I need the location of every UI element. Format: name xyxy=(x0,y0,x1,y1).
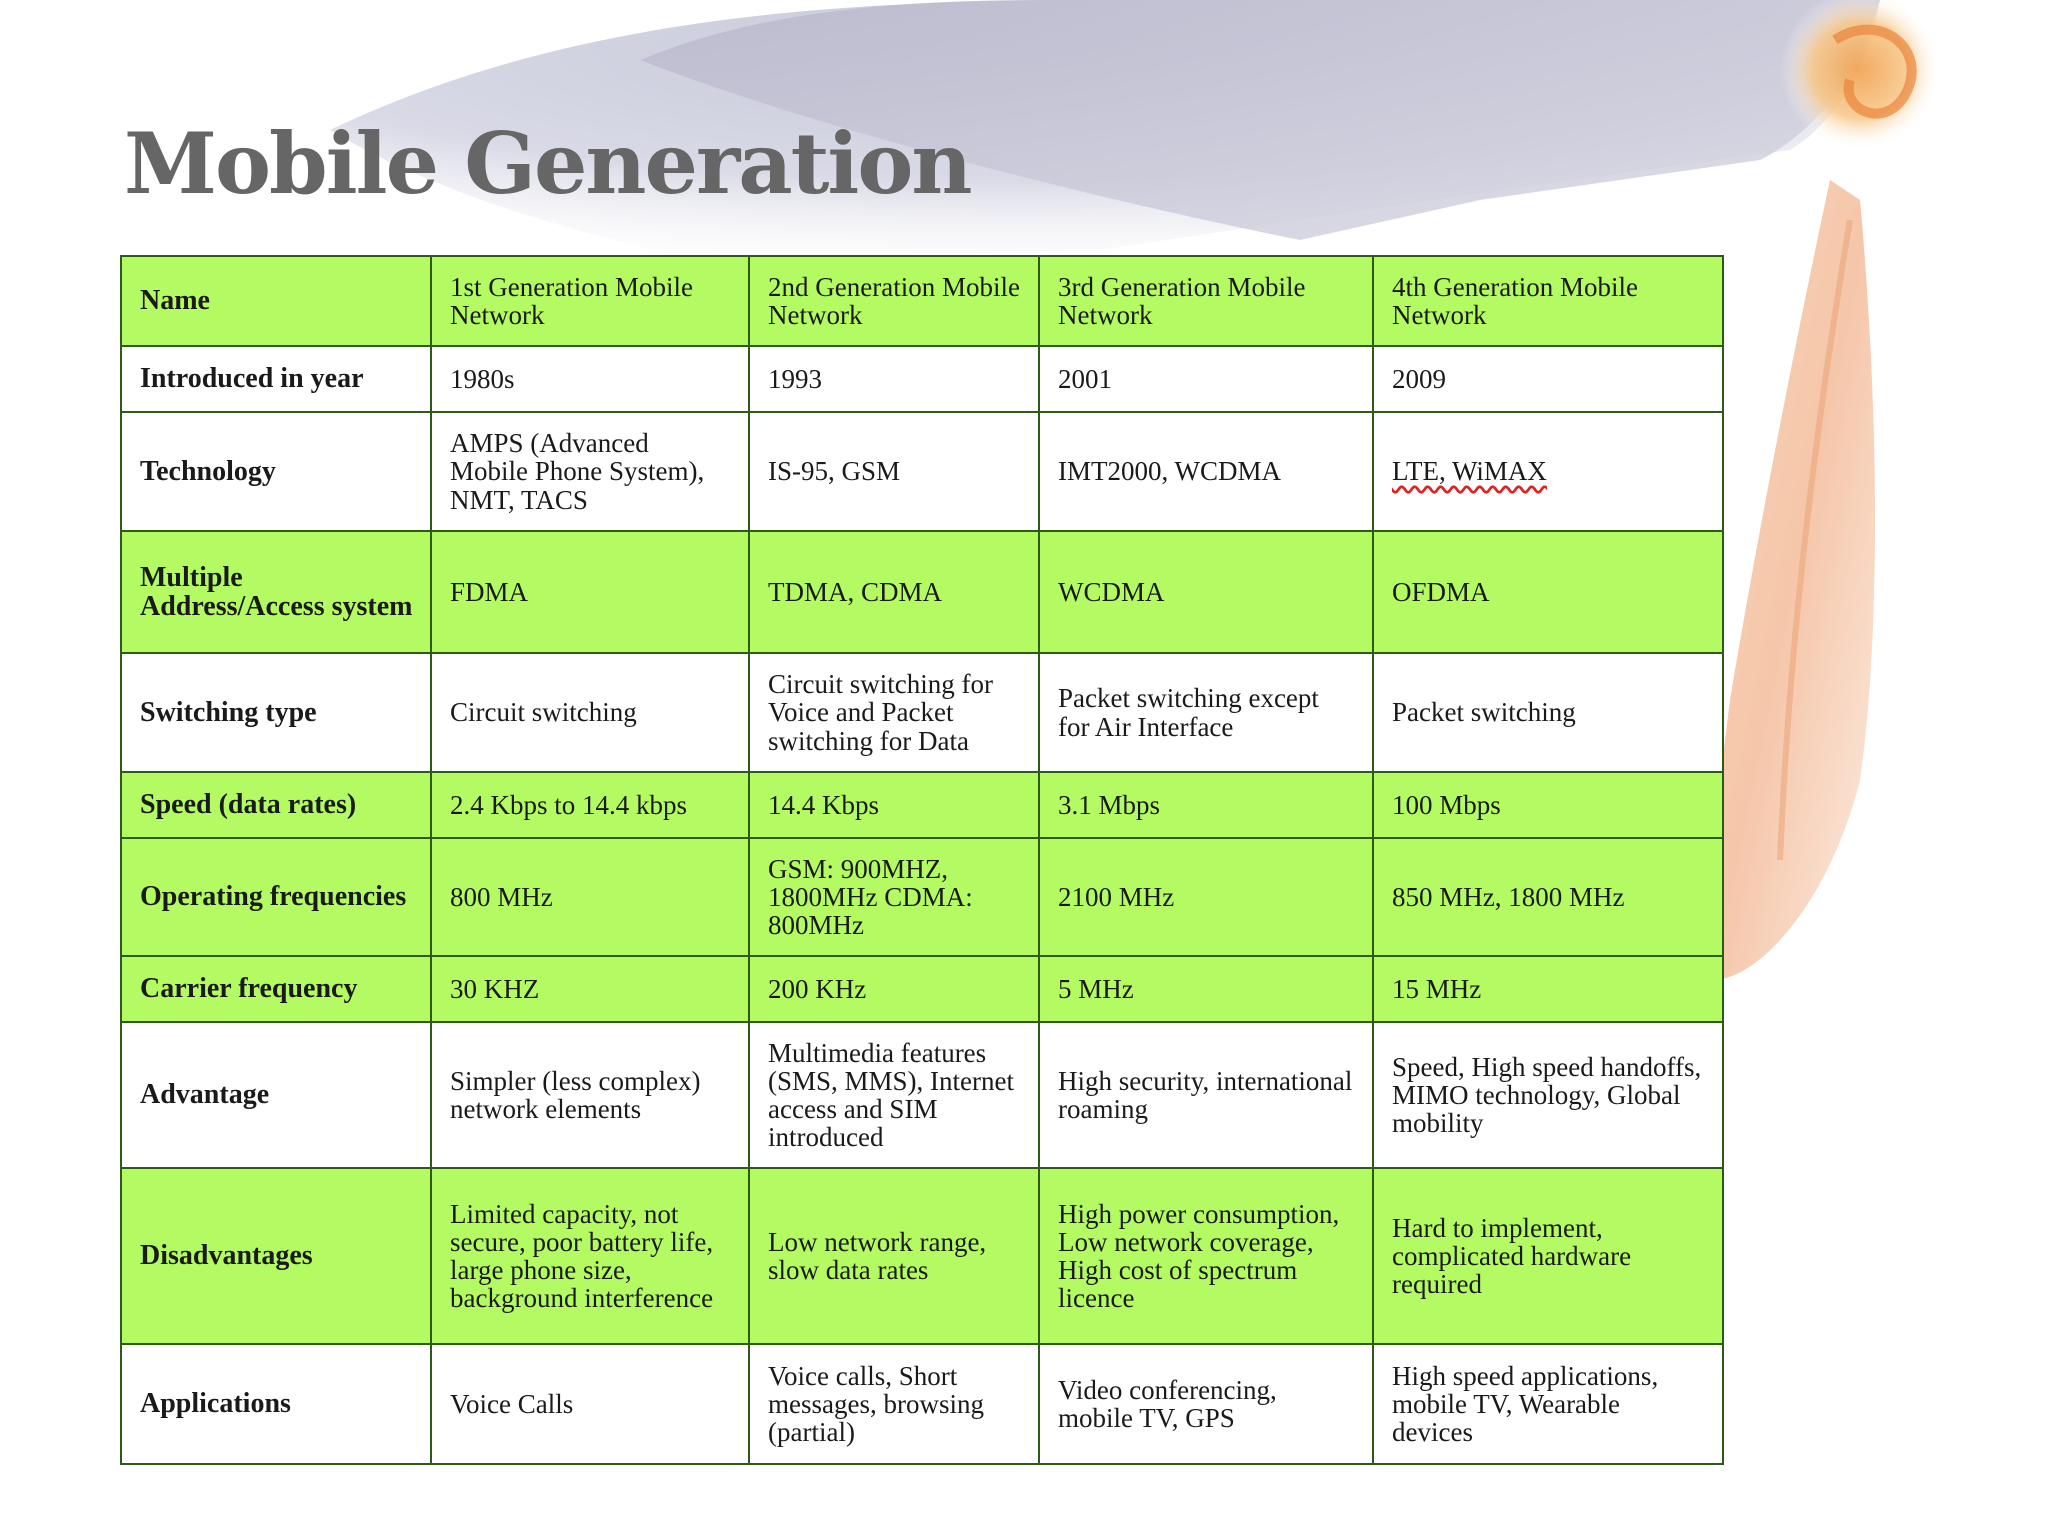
table-cell: GSM: 900MHZ, 1800MHz CDMA: 800MHz xyxy=(748,837,1040,957)
row-label: Technology xyxy=(120,411,432,532)
slide-title: Mobile Generation xyxy=(124,114,972,213)
table-cell: 5 MHz xyxy=(1038,955,1374,1023)
row-label: Speed (data rates) xyxy=(120,771,432,839)
table-row: Technology AMPS (Advanced Mobile Phone S… xyxy=(120,411,1724,532)
table-cell: WCDMA xyxy=(1038,530,1374,654)
table-cell: 2100 MHz xyxy=(1038,837,1374,957)
table-row: Operating frequencies 800 MHz GSM: 900MH… xyxy=(120,837,1724,957)
table-cell: TDMA, CDMA xyxy=(748,530,1040,654)
mobile-generation-table: Name 1st Generation Mobile Network 2nd G… xyxy=(120,255,1724,1465)
table-cell: Hard to implement, complicated hardware … xyxy=(1372,1167,1724,1345)
table-cell: IS-95, GSM xyxy=(748,411,1040,532)
column-header-4g: 4th Generation Mobile Network xyxy=(1372,255,1724,347)
table-row: Applications Voice Calls Voice calls, Sh… xyxy=(120,1343,1724,1465)
table-cell: AMPS (Advanced Mobile Phone System), NMT… xyxy=(430,411,750,532)
table-cell: Limited capacity, not secure, poor batte… xyxy=(430,1167,750,1345)
table-cell: Video conferencing, mobile TV, GPS xyxy=(1038,1343,1374,1465)
table-cell: 100 Mbps xyxy=(1372,771,1724,839)
row-label: Carrier frequency xyxy=(120,955,432,1023)
spellcheck-underlined-text: LTE, WiMAX xyxy=(1392,456,1547,487)
column-header-1g: 1st Generation Mobile Network xyxy=(430,255,750,347)
row-label: Introduced in year xyxy=(120,345,432,413)
row-label: Switching type xyxy=(120,652,432,773)
table-cell: High speed applications, mobile TV, Wear… xyxy=(1372,1343,1724,1465)
row-label-name: Name xyxy=(120,255,432,347)
table-cell: Low network range, slow data rates xyxy=(748,1167,1040,1345)
table-cell: OFDMA xyxy=(1372,530,1724,654)
table-cell: High security, international roaming xyxy=(1038,1021,1374,1169)
table-cell: IMT2000, WCDMA xyxy=(1038,411,1374,532)
table-cell: Simpler (less complex) network elements xyxy=(430,1021,750,1169)
table-cell: 30 KHZ xyxy=(430,955,750,1023)
table-cell: 800 MHz xyxy=(430,837,750,957)
table-cell: LTE, WiMAX xyxy=(1372,411,1724,532)
table-row: Multiple Address/Access system FDMA TDMA… xyxy=(120,530,1724,654)
table-row: Speed (data rates) 2.4 Kbps to 14.4 kbps… xyxy=(120,771,1724,839)
table-cell: 2.4 Kbps to 14.4 kbps xyxy=(430,771,750,839)
table-cell: 14.4 Kbps xyxy=(748,771,1040,839)
table-cell: Voice calls, Short messages, browsing (p… xyxy=(748,1343,1040,1465)
table-cell: Circuit switching xyxy=(430,652,750,773)
column-header-2g: 2nd Generation Mobile Network xyxy=(748,255,1040,347)
table-cell: 1980s xyxy=(430,345,750,413)
table-cell: Voice Calls xyxy=(430,1343,750,1465)
table-cell: 15 MHz xyxy=(1372,955,1724,1023)
table-row: Switching type Circuit switching Circuit… xyxy=(120,652,1724,773)
table-cell: Speed, High speed handoffs, MIMO technol… xyxy=(1372,1021,1724,1169)
table-cell: Packet switching xyxy=(1372,652,1724,773)
header-row: Name 1st Generation Mobile Network 2nd G… xyxy=(120,255,1724,347)
table-row: Carrier frequency 30 KHZ 200 KHz 5 MHz 1… xyxy=(120,955,1724,1023)
table-row: Introduced in year 1980s 1993 2001 2009 xyxy=(120,345,1724,413)
table-row: Advantage Simpler (less complex) network… xyxy=(120,1021,1724,1169)
table-cell: 1993 xyxy=(748,345,1040,413)
row-label: Disadvantages xyxy=(120,1167,432,1345)
column-header-3g: 3rd Generation Mobile Network xyxy=(1038,255,1374,347)
table-cell: 2009 xyxy=(1372,345,1724,413)
table-cell: 3.1 Mbps xyxy=(1038,771,1374,839)
table-cell: Packet switching except for Air Interfac… xyxy=(1038,652,1374,773)
table-cell: 2001 xyxy=(1038,345,1374,413)
table-cell: Multimedia features (SMS, MMS), Internet… xyxy=(748,1021,1040,1169)
table-cell: 850 MHz, 1800 MHz xyxy=(1372,837,1724,957)
row-label: Operating frequencies xyxy=(120,837,432,957)
row-label: Applications xyxy=(120,1343,432,1465)
row-label: Advantage xyxy=(120,1021,432,1169)
table-cell: Circuit switching for Voice and Packet s… xyxy=(748,652,1040,773)
row-label: Multiple Address/Access system xyxy=(120,530,432,654)
table-cell: High power consumption, Low network cove… xyxy=(1038,1167,1374,1345)
table-row: Disadvantages Limited capacity, not secu… xyxy=(120,1167,1724,1345)
table-cell: 200 KHz xyxy=(748,955,1040,1023)
table-cell: FDMA xyxy=(430,530,750,654)
